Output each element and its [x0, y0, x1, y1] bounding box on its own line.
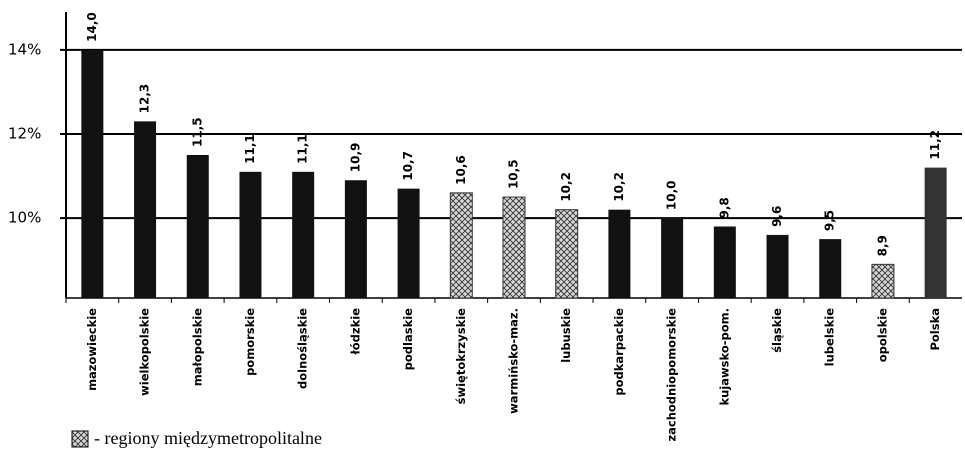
legend-swatch — [71, 430, 89, 448]
bar — [713, 226, 736, 298]
value-label: 10,0 — [665, 180, 679, 210]
legend-label: - regiony międzymetropolitalne — [94, 428, 322, 448]
bar — [449, 192, 473, 299]
bar — [134, 121, 157, 299]
value-label: 10,6 — [454, 155, 468, 185]
bar — [766, 234, 789, 298]
x-tick-label: lubuskie — [559, 308, 573, 363]
x-tick-label: podlaskie — [401, 308, 415, 371]
x-tick-label: warmińsko-maz. — [507, 308, 521, 414]
x-tick-label: Polska — [928, 308, 942, 351]
x-tick-label: kujawsko-pom. — [717, 308, 731, 406]
value-label: 10,2 — [559, 172, 573, 202]
y-tick-label: 12% — [8, 124, 41, 142]
x-tick-label: lubelskie — [823, 308, 837, 367]
value-label: 8,9 — [875, 235, 889, 256]
value-label: 11,1 — [296, 134, 310, 164]
value-label: 11,2 — [928, 130, 942, 160]
bar — [871, 263, 895, 299]
value-label: 10,5 — [507, 159, 521, 189]
x-tick-label: łódzkie — [348, 308, 362, 356]
value-label: 10,7 — [401, 151, 415, 181]
bar — [186, 155, 209, 298]
bar — [81, 49, 104, 299]
value-label: 10,9 — [348, 143, 362, 173]
value-label: 12,3 — [138, 84, 152, 114]
bar — [397, 188, 420, 298]
bar — [819, 239, 842, 298]
x-tick-label: pomorskie — [243, 308, 257, 376]
value-label: 9,6 — [770, 206, 784, 227]
value-label: 11,1 — [243, 134, 257, 164]
x-tick-label: dolnośląskie — [296, 308, 310, 389]
bar — [924, 167, 947, 298]
x-tick-label: mazowieckie — [85, 308, 99, 391]
x-tick-label: świętokrzyskie — [454, 308, 468, 405]
value-label: 10,2 — [612, 172, 626, 202]
value-label: 9,8 — [717, 197, 731, 218]
y-tick-label: 14% — [8, 40, 41, 58]
bar — [555, 209, 579, 299]
x-tick-label: małopolskie — [190, 308, 204, 386]
bar — [292, 171, 315, 298]
value-label: 11,5 — [190, 117, 204, 147]
x-tick-label: opolskie — [875, 308, 889, 362]
bar — [661, 218, 684, 298]
bar — [344, 180, 367, 298]
x-tick-label: wielkopolskie — [138, 308, 152, 396]
x-tick-label: zachodniopomorskie — [665, 308, 679, 442]
y-tick-label: 10% — [8, 209, 41, 227]
value-label: 14,0 — [85, 12, 99, 42]
bar — [502, 196, 526, 299]
bar — [608, 209, 631, 298]
x-tick-label: śląskie — [770, 308, 784, 353]
value-label: 9,5 — [823, 210, 837, 231]
x-tick-label: podkarpackie — [612, 308, 626, 396]
bar — [239, 171, 262, 298]
